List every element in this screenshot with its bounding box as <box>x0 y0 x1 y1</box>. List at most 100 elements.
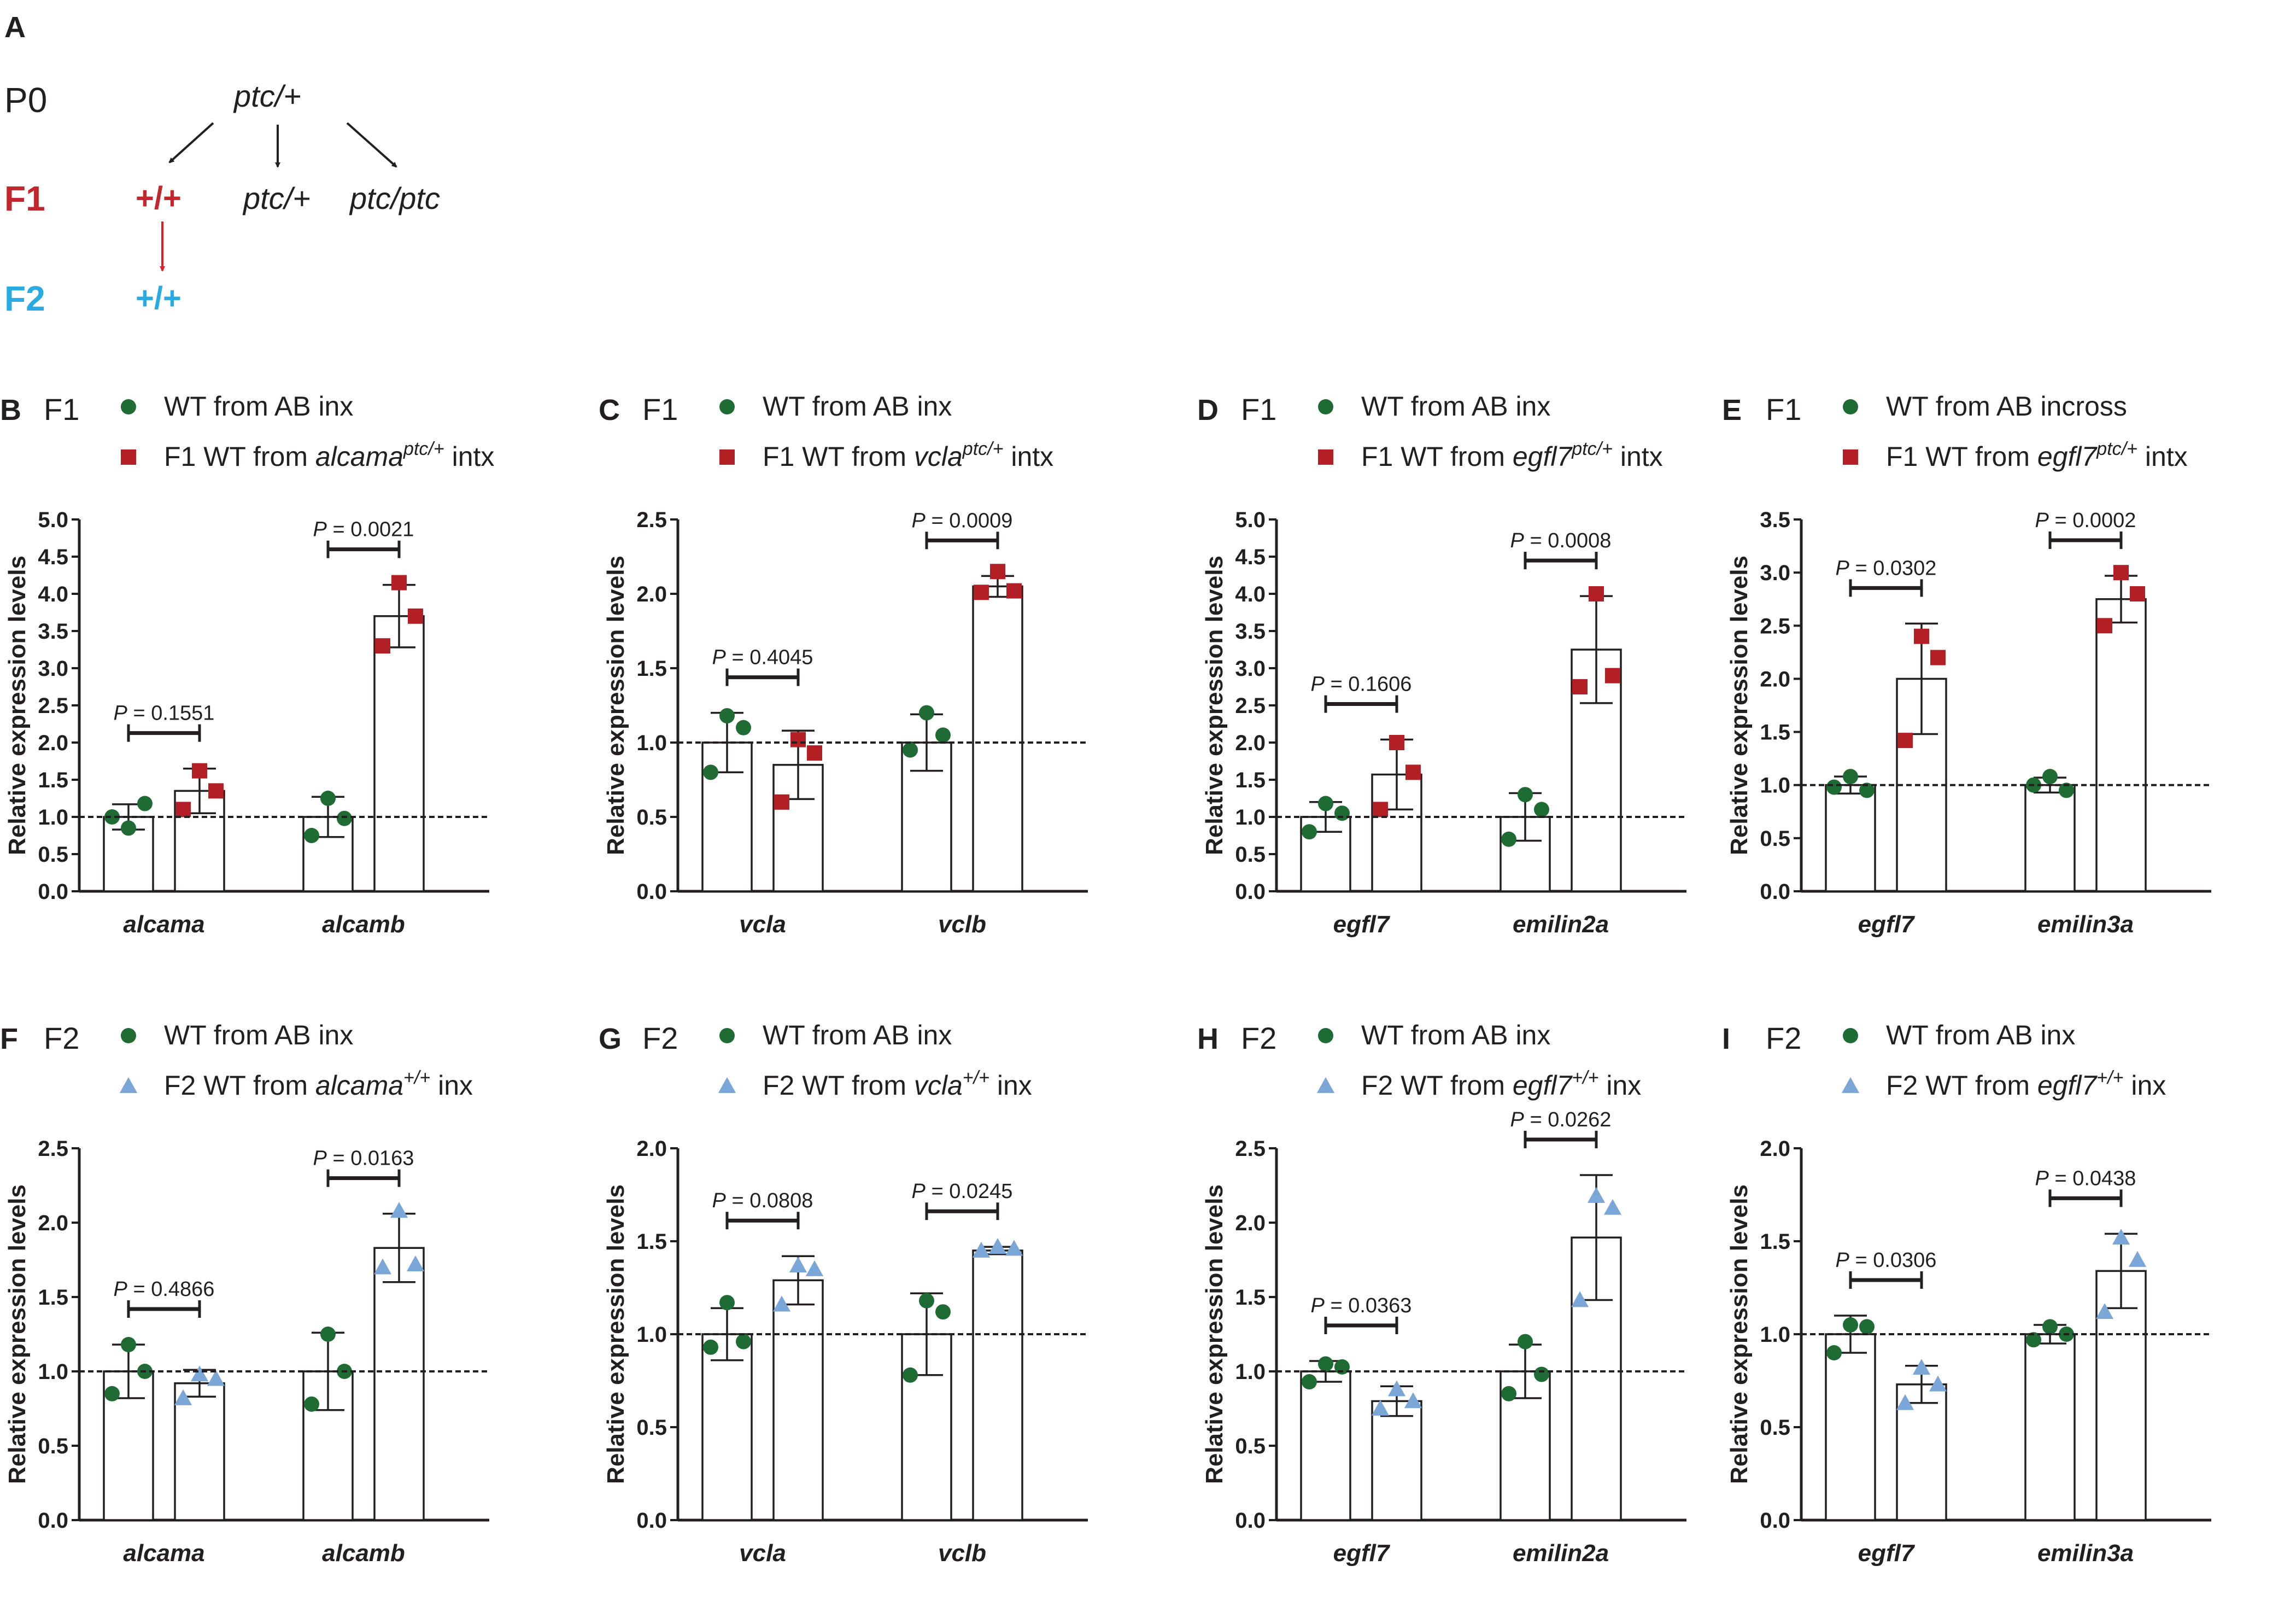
data-point-alcamb-s2 <box>406 1255 425 1272</box>
bar-egfl7-s1 <box>1300 1370 1351 1521</box>
data-point-alcama-s1 <box>104 1386 120 1401</box>
data-point-vclb-s1 <box>903 742 918 758</box>
data-point-emilin2a-s2 <box>1589 586 1604 601</box>
f1-genotype-wt: +/+ <box>136 180 181 216</box>
arrow-to-wt <box>168 122 214 163</box>
y-tick-label: 0.0 <box>1235 1509 1266 1533</box>
data-point-vclb-s2 <box>1006 583 1022 599</box>
bar-egfl7-s2 <box>1896 1383 1947 1521</box>
legend-marker-2 <box>1318 449 1333 465</box>
y-tick-label: 1.0 <box>1760 1323 1790 1347</box>
legend-entry-1: WT from AB incross <box>1886 391 2127 422</box>
chart-panel-e: E F1 WT from AB incross F1 WT from egfl7ptc… <box>1722 383 2296 995</box>
data-point-egfl7-s1 <box>1318 1356 1333 1372</box>
chart-d-svg: D F1 WT from AB inx F1 WT from egfl7ptc/+ i… <box>1197 391 1686 938</box>
legend-marker-2 <box>1841 1077 1860 1093</box>
data-point-vclb-s1 <box>919 1293 934 1308</box>
data-point-egfl7-s1 <box>1826 1345 1842 1360</box>
row-label-p0: P0 <box>4 80 47 120</box>
data-point-emilin3a-s2 <box>2097 618 2112 634</box>
p-value-label: P = 0.1551 <box>114 702 215 725</box>
y-axis-title: Relative expression levels <box>4 556 31 855</box>
bar-emilin3a-s1 <box>2024 784 2076 892</box>
data-point-vcla-s1 <box>719 708 735 724</box>
y-tick-label: 2.5 <box>38 694 68 718</box>
y-axis-title: Relative expression levels <box>1726 1184 1753 1484</box>
y-tick-label: 0.5 <box>1760 1416 1790 1440</box>
data-point-egfl7-s2 <box>1389 735 1404 750</box>
legend-marker-2 <box>119 1077 138 1093</box>
legend-entry-2: F2 WT from egfl7+/+ inx <box>1361 1067 1641 1101</box>
data-point-alcamb-s1 <box>304 1396 319 1412</box>
data-point-alcamb-s2 <box>373 1258 392 1275</box>
data-point-alcama-s1 <box>104 809 120 825</box>
data-point-egfl7-s2 <box>1371 1399 1390 1416</box>
p-value-label: P = 0.0438 <box>2035 1167 2136 1190</box>
data-point-vcla-s2 <box>789 1257 807 1273</box>
legend-entry-2: F2 WT from alcama+/+ inx <box>164 1067 473 1101</box>
legend-marker-1 <box>719 399 735 414</box>
data-point-emilin3a-s2 <box>2113 565 2129 581</box>
y-tick-label: 5.0 <box>38 508 68 532</box>
y-tick-label: 1.5 <box>1235 768 1266 792</box>
data-point-alcama-s2 <box>175 802 191 817</box>
data-point-emilin3a-s1 <box>2059 782 2074 798</box>
data-point-vcla-s2 <box>790 732 806 747</box>
bar-egfl7-s1 <box>1825 784 1876 892</box>
y-tick-label: 0.0 <box>1760 880 1790 904</box>
f2-genotype-wt: +/+ <box>136 281 181 316</box>
panel-label: C <box>599 394 620 427</box>
data-point-alcamb-s2 <box>375 638 390 654</box>
panel-label: G <box>599 1023 622 1055</box>
data-point-egfl7-s1 <box>1843 1317 1858 1333</box>
generation-label: F2 <box>44 1021 79 1055</box>
f1-genotype-het: ptc/+ <box>242 181 311 215</box>
data-point-egfl7-s2 <box>1405 764 1421 780</box>
y-tick-label: 0.5 <box>38 1434 68 1458</box>
y-tick-label: 3.5 <box>38 620 68 644</box>
y-tick-label: 1.0 <box>38 805 68 829</box>
x-category-label: egfl7 <box>1333 1540 1391 1567</box>
y-tick-label: 0.5 <box>636 1416 667 1440</box>
p0-genotype: ptc/+ <box>233 79 301 113</box>
data-point-vclb-s1 <box>919 705 934 721</box>
data-point-vcla-s2 <box>774 794 789 810</box>
data-point-alcama-s2 <box>190 1365 209 1382</box>
data-point-emilin3a-s2 <box>2112 1229 2130 1245</box>
legend-entry-2: F1 WT from alcamaptc/+ intx <box>164 439 494 472</box>
legend-entry-1: WT from AB inx <box>763 391 952 422</box>
y-tick-label: 3.0 <box>1235 657 1266 681</box>
x-category-label: alcama <box>123 1540 204 1567</box>
data-point-egfl7-s2 <box>1912 1359 1931 1375</box>
y-tick-label: 1.5 <box>636 657 667 681</box>
y-tick-label: 1.5 <box>636 1230 667 1254</box>
data-point-alcamb-s2 <box>390 1202 408 1218</box>
data-point-vclb-s2 <box>990 564 1005 580</box>
bar-emilin3a-s2 <box>2095 598 2147 892</box>
y-axis-title: Relative expression levels <box>1201 556 1228 855</box>
y-tick-label: 0.0 <box>1760 1509 1790 1533</box>
legend-entry-1: WT from AB inx <box>1361 1020 1550 1050</box>
y-axis-title: Relative expression levels <box>4 1184 31 1484</box>
data-point-emilin3a-s1 <box>2042 1319 2058 1335</box>
generation-label: F1 <box>1241 392 1276 427</box>
data-point-egfl7-s2 <box>1914 628 1929 644</box>
data-point-egfl7-s1 <box>1859 1319 1875 1335</box>
data-point-egfl7-s2 <box>1373 802 1388 817</box>
x-category-label: vclb <box>938 1540 986 1567</box>
data-point-egfl7-s1 <box>1302 824 1317 840</box>
data-point-egfl7-s2 <box>1387 1380 1406 1397</box>
data-point-alcama-s1 <box>137 796 153 811</box>
data-point-vcla-s2 <box>805 1260 824 1276</box>
panel-label-a: A <box>4 11 26 44</box>
p-value-label: P = 0.0021 <box>313 518 414 541</box>
y-tick-label: 0.0 <box>1235 880 1266 904</box>
y-tick-label: 1.5 <box>38 768 68 792</box>
row-label-f2: F2 <box>4 279 45 318</box>
y-tick-label: 2.0 <box>1760 1137 1790 1161</box>
chart-g-svg: G F2 WT from AB inx F2 WT from vcla+/+ inx R… <box>599 1020 1088 1567</box>
data-point-alcamb-s1 <box>320 791 336 806</box>
y-tick-label: 2.0 <box>1760 667 1790 691</box>
data-point-vcla-s1 <box>736 1334 751 1350</box>
data-point-alcama-s2 <box>207 1370 225 1386</box>
